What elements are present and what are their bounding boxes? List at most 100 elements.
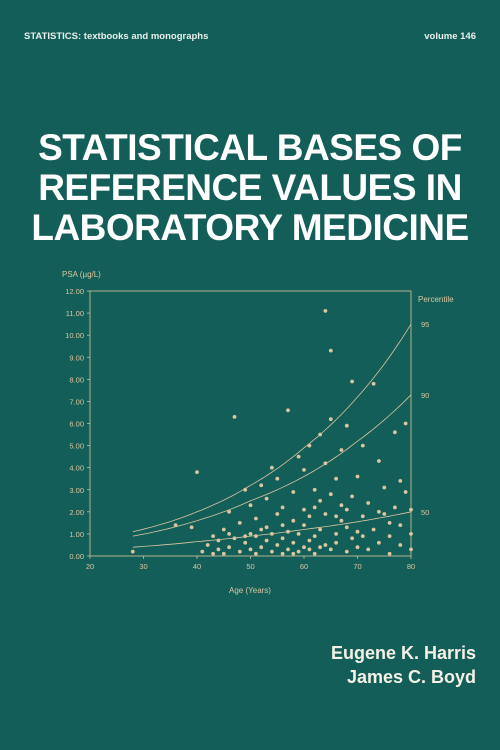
y-tick-label: 11.00 — [66, 309, 84, 318]
data-point — [173, 523, 178, 527]
data-point — [270, 532, 274, 536]
data-point — [377, 509, 381, 514]
data-point — [334, 540, 338, 545]
data-point — [328, 348, 333, 353]
data-point — [280, 505, 285, 510]
y-tick-label: 5.00 — [69, 442, 84, 451]
data-point — [323, 461, 328, 466]
y-tick-label: 2.00 — [69, 508, 84, 517]
data-point — [291, 540, 296, 545]
data-point — [360, 443, 365, 448]
data-point — [318, 527, 322, 532]
data-point — [318, 498, 322, 503]
data-point — [355, 545, 360, 550]
data-point — [307, 443, 312, 448]
data-point — [355, 529, 360, 534]
data-point — [344, 525, 349, 530]
data-point — [323, 309, 328, 313]
data-point — [270, 549, 274, 554]
data-point — [393, 430, 397, 435]
data-point — [254, 534, 258, 538]
data-point — [205, 543, 210, 547]
data-point — [280, 536, 285, 541]
book-title: STATISTICAL BASES OF REFERENCE VALUES IN… — [0, 128, 500, 248]
y-tick-label: 4.00 — [69, 464, 84, 473]
data-point — [312, 505, 317, 510]
data-point — [360, 514, 365, 519]
title-line-1: STATISTICAL BASES OF — [38, 127, 462, 168]
data-point — [318, 432, 322, 437]
data-point — [280, 551, 285, 556]
data-point — [296, 549, 301, 554]
data-point — [371, 381, 376, 386]
data-point — [237, 549, 242, 554]
data-point — [366, 501, 371, 505]
data-point — [264, 525, 269, 530]
data-point — [264, 538, 269, 543]
data-point — [296, 454, 301, 459]
data-point — [377, 459, 381, 463]
data-point — [387, 551, 392, 556]
data-point — [248, 503, 253, 508]
data-point — [216, 547, 221, 552]
data-point — [243, 487, 248, 492]
data-point — [248, 532, 253, 536]
title-line-3: LABORATORY MEDICINE — [31, 207, 469, 248]
data-point — [312, 551, 317, 556]
y-tick-label: 12.00 — [65, 287, 84, 296]
y-tick-label: 1.00 — [69, 530, 84, 539]
data-point — [243, 540, 248, 545]
data-point — [200, 549, 205, 554]
data-point — [403, 421, 408, 426]
y-axis-label: PSA (µg/L) — [62, 270, 101, 279]
data-point — [243, 534, 248, 538]
data-point — [302, 523, 306, 527]
data-point — [393, 505, 397, 510]
data-point — [398, 523, 403, 527]
percentile-label-95: 95 — [421, 320, 429, 329]
data-point — [232, 415, 237, 419]
data-point — [398, 479, 403, 483]
data-point — [307, 514, 312, 519]
data-point — [259, 527, 264, 532]
data-point — [323, 543, 328, 547]
data-point — [350, 494, 354, 499]
data-point — [291, 490, 296, 494]
data-point — [312, 534, 317, 538]
author-2: James C. Boyd — [346, 667, 476, 687]
data-point — [403, 490, 408, 494]
y-tick-label: 0.00 — [69, 552, 84, 561]
data-point — [302, 507, 306, 512]
data-point — [254, 516, 258, 521]
x-tick-label: 40 — [193, 562, 201, 571]
data-point — [387, 534, 392, 538]
percentile-label-50: 50 — [421, 508, 429, 517]
data-point — [318, 545, 322, 550]
data-point — [323, 512, 328, 516]
data-point — [189, 525, 194, 530]
data-point — [227, 545, 232, 550]
data-point — [355, 474, 360, 479]
data-point — [237, 521, 242, 525]
data-point — [339, 503, 344, 508]
y-tick-label: 6.00 — [69, 420, 84, 429]
data-point — [377, 540, 381, 545]
data-point — [264, 496, 269, 501]
data-point — [286, 529, 290, 534]
data-point — [221, 551, 226, 556]
data-point — [227, 509, 232, 514]
data-point — [334, 532, 338, 536]
percentile-label-90: 90 — [421, 391, 429, 400]
data-point — [334, 476, 338, 481]
author-1: Eugene K. Harris — [330, 643, 476, 663]
series-title: STATISTICS: textbooks and monographs — [24, 31, 209, 42]
data-points — [130, 309, 413, 556]
y-tick-label: 10.00 — [65, 331, 84, 340]
data-point — [280, 523, 285, 527]
chart-axes: 0.00 1.00 2.00 3.00 4.00 5.00 6.00 7.00 8.00 9.00… — [65, 287, 415, 571]
data-point — [302, 468, 306, 472]
data-point — [291, 518, 296, 523]
percentile-curve-50 — [132, 511, 412, 548]
data-point — [248, 547, 253, 552]
y-tick-label: 9.00 — [69, 353, 84, 362]
